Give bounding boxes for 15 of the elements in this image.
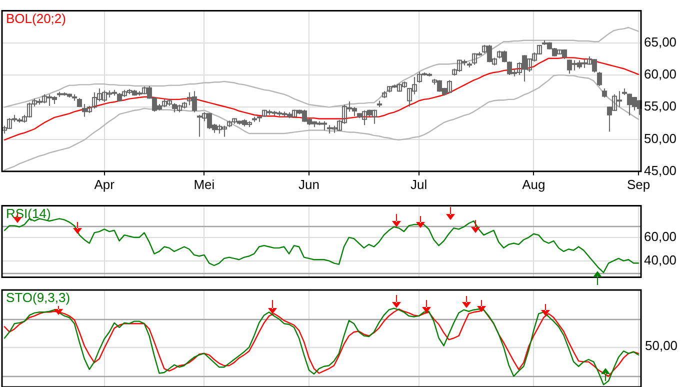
y-tick-label: 65,00 <box>644 34 677 50</box>
y-tick-label: 50,00 <box>644 130 677 146</box>
x-tick-label: Apr <box>94 176 116 192</box>
text: BOL(20;2) <box>6 10 66 26</box>
series-label: STO(9,3,3) <box>6 290 70 306</box>
y-tick-label: 40,00 <box>644 252 677 268</box>
x-tick-label: Jun <box>298 176 320 192</box>
y-tick-label: 45,00 <box>644 162 677 178</box>
y-tick-label: 60,00 <box>644 228 677 244</box>
x-tick-label: Jul <box>410 176 428 192</box>
y-tick-label: 55,00 <box>644 98 677 114</box>
y-tick-label: 60,00 <box>644 66 677 82</box>
x-tick-label: Mei <box>194 176 215 192</box>
x-tick-label: Aug <box>522 176 546 192</box>
x-tick-label: Sep <box>626 176 650 192</box>
